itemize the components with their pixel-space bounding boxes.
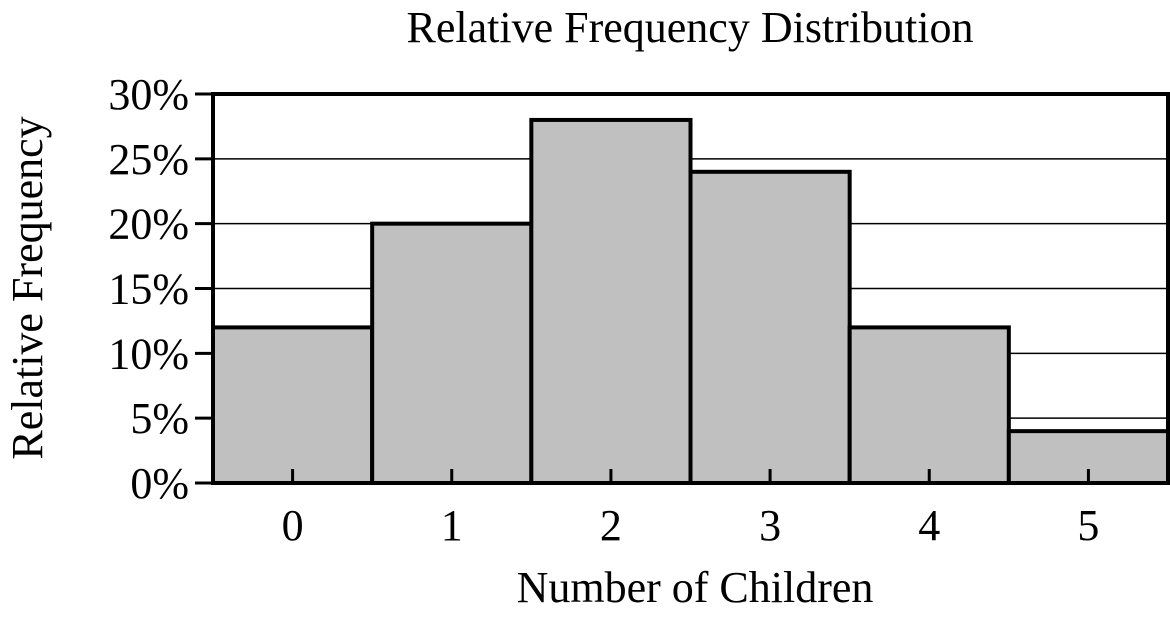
x-tick-label: 1 [441,501,463,550]
y-tick-label: 25% [108,135,189,184]
y-tick-label: 30% [108,70,189,119]
y-tick-label: 10% [108,329,189,378]
bar-2 [529,117,693,486]
bar-1 [370,221,534,486]
y-tick-label: 15% [108,265,189,314]
x-tick-label: 4 [918,501,940,550]
chart-title: Relative Frequency Distribution [407,3,974,52]
x-tick-label: 0 [282,501,304,550]
y-tick-label: 5% [130,394,189,443]
x-tick-label: 3 [759,501,781,550]
x-tick-label: 2 [600,501,622,550]
y-axis-ticks: 0% 5% 10% 15% 20% 25% 30% [108,70,213,508]
bar-3 [688,169,852,486]
y-axis-label: Relative Frequency [3,116,52,459]
bar-4 [847,325,1011,485]
x-axis-ticks: 0 1 2 3 4 5 [282,469,1099,550]
y-tick-label: 20% [108,200,189,249]
y-tick-label: 0% [130,459,189,508]
bars [211,117,1170,486]
x-tick-label: 5 [1077,501,1099,550]
x-axis-label: Number of Children [517,563,874,612]
bar-0 [211,325,375,485]
